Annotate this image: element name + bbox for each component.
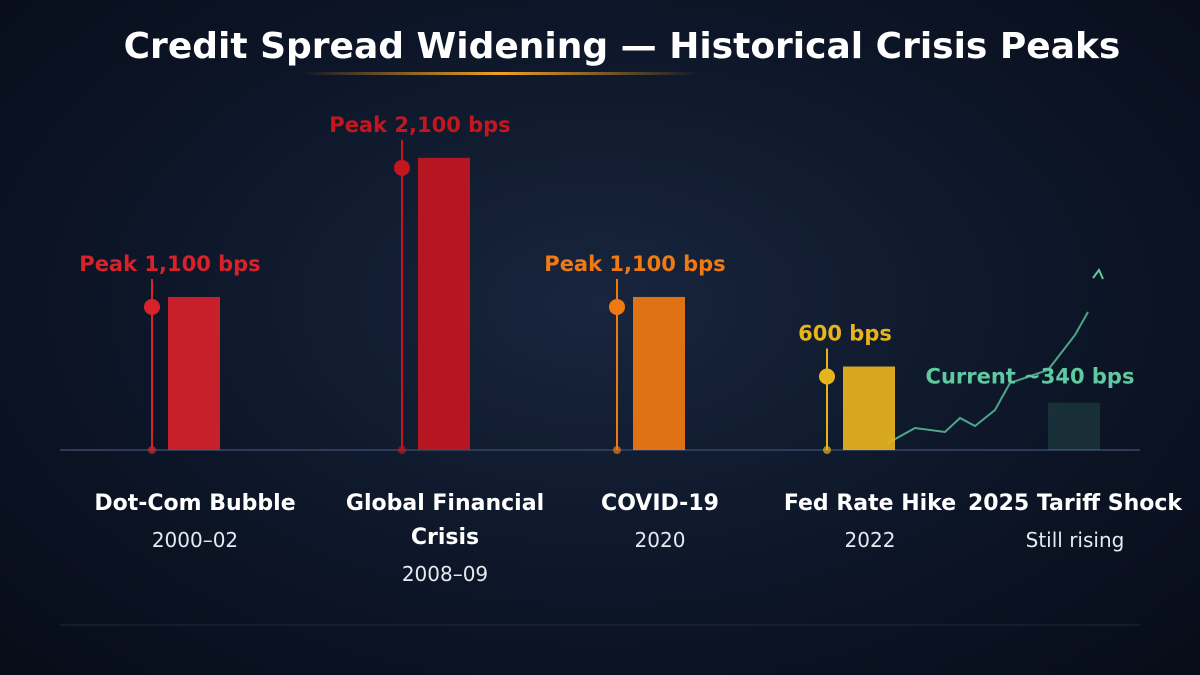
base-glow <box>148 446 156 454</box>
category: COVID-19 2020 <box>545 487 775 557</box>
base-glow <box>823 446 831 454</box>
period-label: 2020 <box>634 528 686 552</box>
chart-title: Credit Spread Widening — Historical Cris… <box>124 26 1121 67</box>
lollipop-dot <box>394 159 410 176</box>
lollipop-dot <box>819 368 835 385</box>
base-glow <box>613 446 621 454</box>
value-label: Peak 2,100 bps <box>329 113 510 137</box>
category-label: Dot-Com Bubble <box>94 491 296 516</box>
lollipop-dot <box>609 298 625 315</box>
value-label: Current ~340 bps <box>926 365 1135 389</box>
title-underline <box>300 72 700 75</box>
category: Dot-Com Bubble 2000–02 <box>80 487 310 557</box>
value-label: Peak 1,100 bps <box>79 252 260 276</box>
base-glow <box>398 446 406 454</box>
period-label: 2022 <box>844 528 896 552</box>
period-label: 2008–09 <box>401 562 489 586</box>
bar <box>633 296 685 450</box>
bar <box>418 157 470 450</box>
lollipop-dot <box>144 298 160 315</box>
category-label: 2025 Tariff Shock <box>967 491 1183 516</box>
category: Global Financial Crisis 2008–09 <box>330 487 560 591</box>
bar <box>168 296 220 450</box>
period-label: Still rising <box>1025 528 1125 552</box>
category-label: COVID-19 <box>601 491 719 516</box>
trend-line <box>887 311 1089 444</box>
category: Fed Rate Hike 2022 <box>755 487 985 557</box>
period-label: 2000–02 <box>151 528 239 552</box>
bar <box>843 366 895 450</box>
category-label: Global Financial Crisis <box>345 491 545 550</box>
bar <box>1048 402 1100 450</box>
value-label: 600 bps <box>798 322 892 346</box>
value-label: Peak 1,100 bps <box>544 252 725 276</box>
category-label: Fed Rate Hike <box>783 491 957 516</box>
category: 2025 Tariff Shock Still rising <box>960 487 1190 557</box>
trend-arrow <box>1092 268 1104 280</box>
